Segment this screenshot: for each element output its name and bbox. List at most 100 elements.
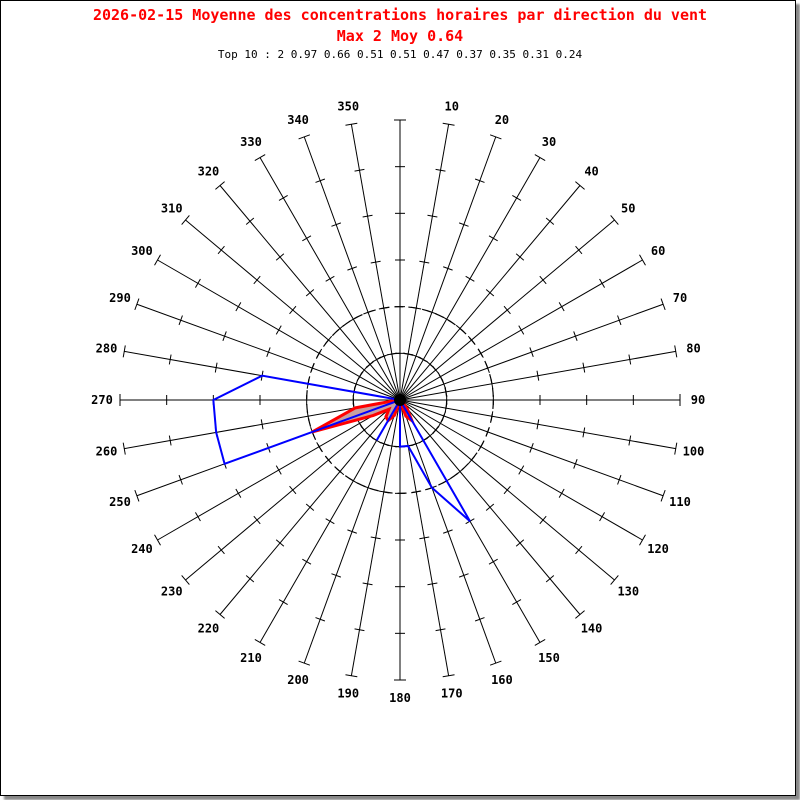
tick-200-5 [315,617,326,622]
tick-350-3 [370,260,381,264]
tick-170-5 [435,628,446,632]
direction-label-240: 240 [131,542,153,556]
tick-300-3 [275,325,282,335]
tick-250-5 [178,474,183,485]
tick-190-6 [345,674,358,678]
tick-160-6 [489,660,502,666]
direction-label-350: 350 [337,100,359,114]
tick-110-5 [617,474,622,485]
tick-300-5 [194,278,201,288]
tick-120-6 [639,534,646,546]
top10-values: Top 10 : 2 0.97 0.66 0.51 0.51 0.47 0.37… [217,48,583,61]
tick-100-4 [582,427,586,438]
tick-50-3 [503,305,511,315]
tick-320-4 [275,253,285,261]
tick-320-3 [305,289,315,297]
tick-170-3 [419,536,430,540]
tick-330-3 [325,275,335,282]
tick-120-4 [558,488,565,498]
tick-80-4 [582,362,586,373]
tick-230-6 [181,575,190,585]
blue-series-line [212,374,471,522]
tick-100-5 [628,435,632,446]
tick-110-6 [660,489,666,502]
tick-30-3 [465,275,475,282]
tick-40-4 [515,253,525,261]
direction-label-330: 330 [240,135,262,149]
tick-340-6 [298,134,311,140]
tick-340-4 [331,222,342,227]
direction-label-250: 250 [109,495,131,509]
tick-20-5 [474,178,485,183]
direction-label-30: 30 [542,135,556,149]
direction-label-260: 260 [96,445,118,459]
tick-320-5 [245,217,255,225]
tick-220-3 [305,503,315,511]
direction-label-90: 90 [691,393,705,407]
direction-label-270: 270 [91,393,113,407]
direction-label-180: 180 [389,691,411,705]
tick-280-4 [214,362,218,373]
tick-140-4 [515,539,525,547]
direction-label-230: 230 [161,585,183,599]
direction-label-80: 80 [686,341,700,355]
tick-350-5 [354,168,365,172]
tick-70-6 [660,298,666,311]
direction-label-320: 320 [198,165,220,179]
tick-110-4 [573,458,578,469]
tick-200-6 [298,660,311,666]
direction-label-60: 60 [651,244,665,258]
tick-40-5 [545,217,555,225]
tick-50-4 [539,275,547,285]
tick-310-3 [289,305,297,315]
tick-40-6 [575,181,585,190]
tick-100-3 [536,419,540,430]
tick-220-5 [245,575,255,583]
direction-label-340: 340 [287,113,309,127]
tick-240-3 [275,465,282,475]
direction-label-280: 280 [96,341,118,355]
direction-label-10: 10 [445,100,459,114]
tick-130-4 [539,515,547,525]
tick-130-5 [575,545,583,555]
tick-20-4 [458,222,469,227]
tick-230-4 [253,515,261,525]
tick-330-4 [302,235,312,242]
tick-140-5 [545,575,555,583]
tick-160-4 [458,573,469,578]
tick-20-6 [489,134,502,140]
tick-10-6 [442,122,455,126]
tick-320-6 [215,181,225,190]
tick-210-5 [278,599,288,606]
direction-label-120: 120 [647,542,669,556]
tick-70-4 [573,331,578,342]
direction-label-160: 160 [491,673,513,687]
chart-title: 2026-02-15 Moyenne des concentrations ho… [92,6,708,24]
tick-290-5 [178,315,183,326]
direction-label-150: 150 [538,651,560,665]
tick-190-5 [354,628,365,632]
tick-310-6 [181,215,190,225]
tick-150-6 [534,639,546,646]
tick-30-4 [488,235,498,242]
tick-330-6 [254,154,266,161]
tick-130-3 [503,485,511,495]
direction-label-290: 290 [109,291,131,305]
tick-60-3 [518,325,525,335]
chart-subtitle: Max 2 Moy 0.64 [336,27,464,45]
tick-60-6 [639,254,646,266]
direction-label-170: 170 [441,686,463,700]
tick-30-6 [534,154,546,161]
tick-300-4 [235,302,242,312]
tick-170-6 [442,674,455,678]
tick-190-4 [362,582,373,586]
tick-230-5 [217,545,225,555]
tick-280-6 [122,345,126,358]
direction-label-200: 200 [287,673,309,687]
tick-280-5 [168,354,172,365]
tick-240-5 [194,512,201,522]
tick-80-3 [536,370,540,381]
tick-260-3 [260,419,264,430]
tick-120-3 [518,465,525,475]
